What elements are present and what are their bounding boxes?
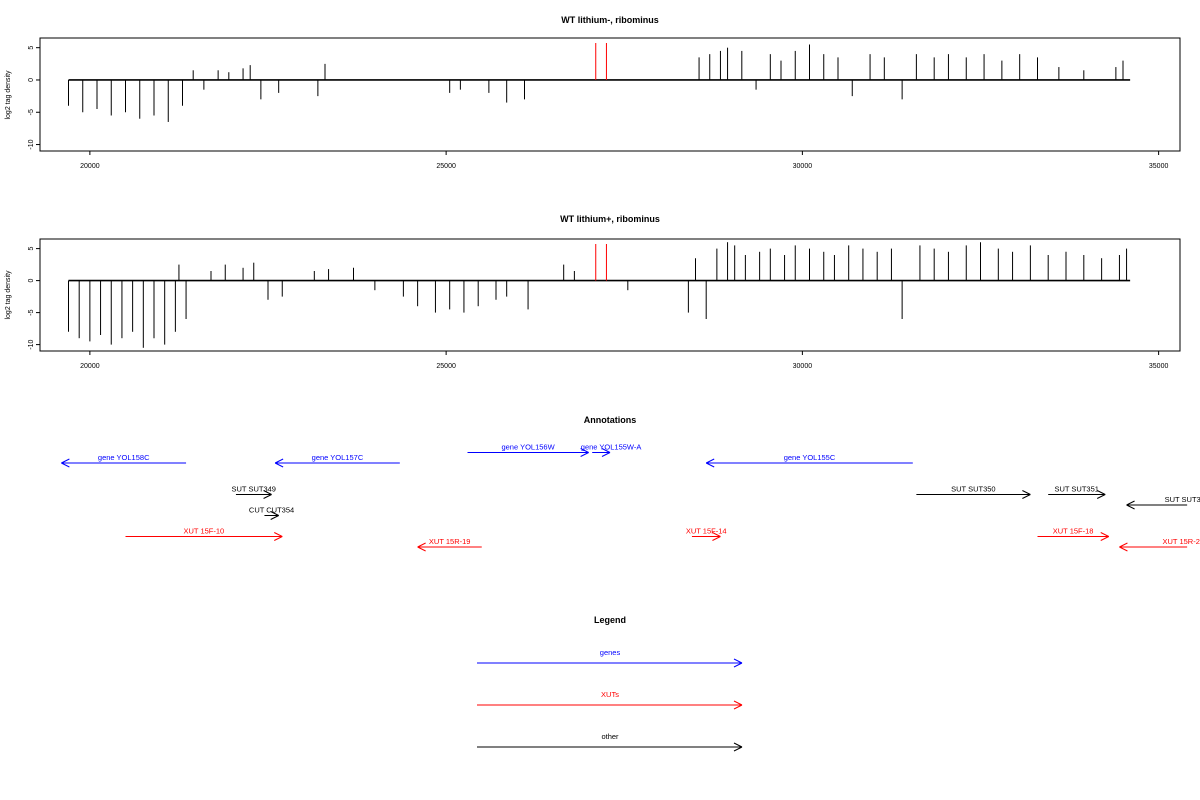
panel-1: WT lithium-, ribominus log2 tag density … <box>5 15 1181 170</box>
legend-label: genes <box>600 648 621 657</box>
annotation-arrow: SUT SUT351 <box>1048 485 1106 499</box>
panel-1-y-axis-label: log2 tag density <box>5 70 12 120</box>
legend-item: other <box>477 732 743 752</box>
annotation-arrow: gene YOL158C <box>61 453 187 468</box>
y-tick-label: -5 <box>28 109 35 115</box>
legend-panel: Legend genes XUTs other <box>477 615 743 752</box>
x-tick-label: 20000 <box>80 363 100 370</box>
annotation-arrow: XUT 15F-10 <box>125 527 283 541</box>
x-tick-label: 35000 <box>1149 163 1169 170</box>
annotation-arrow: gene YOL157C <box>274 453 400 468</box>
annotations-title: Annotations <box>584 415 637 425</box>
x-tick-label: 30000 <box>793 363 813 370</box>
panel-2: WT lithium+, ribominus log2 tag density … <box>5 214 1181 370</box>
panel-2-x-axis: 20000 25000 30000 35000 <box>80 351 1168 370</box>
annotation-label: XUT 15F-18 <box>1053 527 1094 536</box>
legend-item: XUTs <box>477 690 743 710</box>
y-tick-label: -10 <box>28 339 35 349</box>
annotation-arrow: XUT 15R-19 <box>417 537 482 552</box>
annotation-label: XUT 15F-10 <box>184 527 225 536</box>
annotation-features: gene YOL158C gene YOL157C gene YOL156W gene… <box>61 443 1200 552</box>
annotation-label: SUT SUT350 <box>951 485 995 494</box>
annotation-arrow: gene YOL155W-A <box>581 443 642 457</box>
annotation-label: gene YOL155W-A <box>581 443 642 452</box>
y-tick-label: 0 <box>28 78 35 82</box>
annotation-label: gene YOL158C <box>98 453 150 462</box>
panel-2-y-axis-label: log2 tag density <box>5 270 12 320</box>
panel-2-y-axis: 5 0 -5 -10 <box>28 247 40 350</box>
annotations-panel: Annotations gene YOL158C gene YOL157Cgene… <box>61 415 1200 552</box>
y-tick-label: -5 <box>28 309 35 315</box>
x-tick-label: 35000 <box>1149 363 1169 370</box>
y-tick-label: 5 <box>28 247 35 251</box>
annotation-arrow: XUT 15R-20 <box>1119 537 1200 552</box>
legend-title: Legend <box>594 615 626 625</box>
panel-2-title: WT lithium+, ribominus <box>560 214 660 224</box>
panel-1-bars <box>68 44 1131 122</box>
annotation-label: SUT SUT349 <box>232 485 276 494</box>
panel-1-markers <box>595 43 607 80</box>
legend-item: genes <box>477 648 743 668</box>
annotation-label: XUT 15R-19 <box>429 537 471 546</box>
annotation-arrow: gene YOL155C <box>705 453 913 468</box>
legend-label: other <box>601 732 619 741</box>
panel-2-plot-frame <box>39 238 1181 352</box>
legend-label: XUTs <box>601 690 619 699</box>
annotation-label: CUT CUT354 <box>249 506 294 515</box>
x-tick-label: 30000 <box>793 163 813 170</box>
legend-items: genes XUTs other <box>477 648 743 752</box>
panel-2-markers <box>595 244 607 281</box>
annotation-label: SUT SUT352 <box>1165 495 1200 504</box>
x-tick-label: 25000 <box>436 163 456 170</box>
panel-1-y-axis: 5 0 -5 -10 <box>28 46 40 150</box>
annotation-arrow: gene YOL156W <box>467 443 589 457</box>
annotation-arrow: SUT SUT349 <box>232 485 276 499</box>
annotation-arrow: XUT 15F-14 <box>686 527 727 541</box>
annotation-label: gene YOL157C <box>312 453 364 462</box>
y-tick-label: 5 <box>28 46 35 50</box>
annotation-label: XUT 15F-14 <box>686 527 727 536</box>
y-tick-label: 0 <box>28 279 35 283</box>
annotation-label: gene YOL155C <box>784 453 836 462</box>
annotation-arrow: XUT 15F-18 <box>1037 527 1109 541</box>
annotation-arrow: SUT SUT350 <box>916 485 1031 499</box>
x-tick-label: 20000 <box>80 163 100 170</box>
annotation-label: gene YOL156W <box>501 443 555 452</box>
panel-1-x-axis: 20000 25000 30000 35000 <box>80 151 1168 170</box>
panel-1-plot-frame <box>39 37 1181 152</box>
x-tick-label: 25000 <box>436 363 456 370</box>
panel-2-bars <box>68 242 1131 348</box>
annotation-arrow: CUT CUT354 <box>249 506 294 520</box>
annotation-label: XUT 15R-20 <box>1163 537 1200 546</box>
y-tick-label: -10 <box>28 139 35 149</box>
annotation-label: SUT SUT351 <box>1054 485 1098 494</box>
annotation-arrow: SUT SUT352 <box>1126 495 1200 510</box>
panel-1-title: WT lithium-, ribominus <box>561 15 659 25</box>
